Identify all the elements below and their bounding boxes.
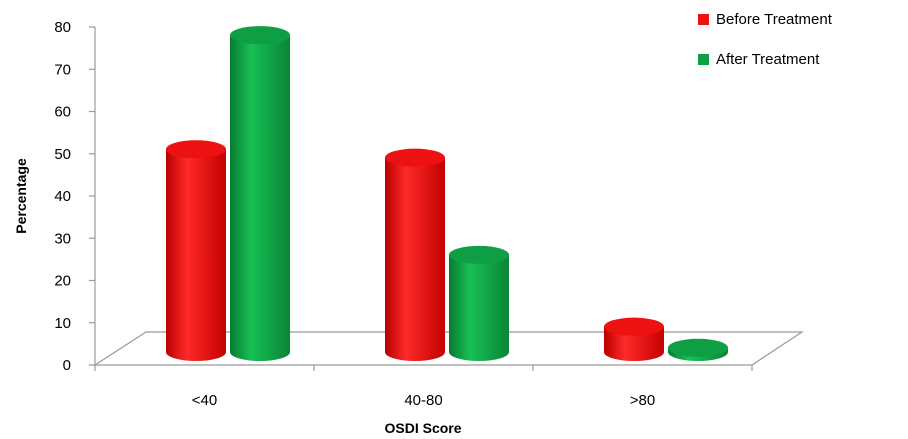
y-tick-label: 70 — [54, 61, 71, 78]
legend-label: After Treatment — [716, 51, 820, 68]
y-tick-label: 60 — [54, 104, 71, 121]
y-tick-label: 50 — [54, 146, 71, 163]
bar — [604, 317, 664, 361]
legend-item: After Treatment — [698, 51, 820, 68]
y-tick-label: 30 — [54, 230, 71, 247]
legend-item: Before Treatment — [698, 11, 833, 28]
y-tick-label: 80 — [54, 19, 71, 36]
legend: Before Treatment After Treatment — [698, 11, 833, 68]
y-tick-label: 0 — [63, 357, 71, 374]
x-axis-title: OSDI Score — [384, 420, 461, 436]
x-axis-ticks: <40 40-80 >80 — [94, 365, 753, 409]
bar — [230, 26, 290, 361]
y-tick-label: 40 — [54, 188, 71, 205]
x-tick-label: <40 — [192, 392, 217, 409]
bar — [385, 148, 445, 361]
y-tick-label: 10 — [54, 315, 71, 332]
y-axis-ticks: 0 10 20 30 40 50 60 70 80 — [54, 19, 95, 374]
bar — [449, 245, 509, 361]
y-tick-label: 20 — [54, 273, 71, 290]
legend-swatch — [698, 54, 709, 65]
bar — [668, 338, 728, 361]
bars-group — [166, 26, 728, 361]
x-tick-label: 40-80 — [404, 392, 442, 409]
x-tick-label: >80 — [630, 392, 655, 409]
y-axis-title: Percentage — [13, 158, 29, 234]
legend-swatch — [698, 14, 709, 25]
legend-label: Before Treatment — [716, 11, 833, 28]
bar — [166, 140, 226, 361]
